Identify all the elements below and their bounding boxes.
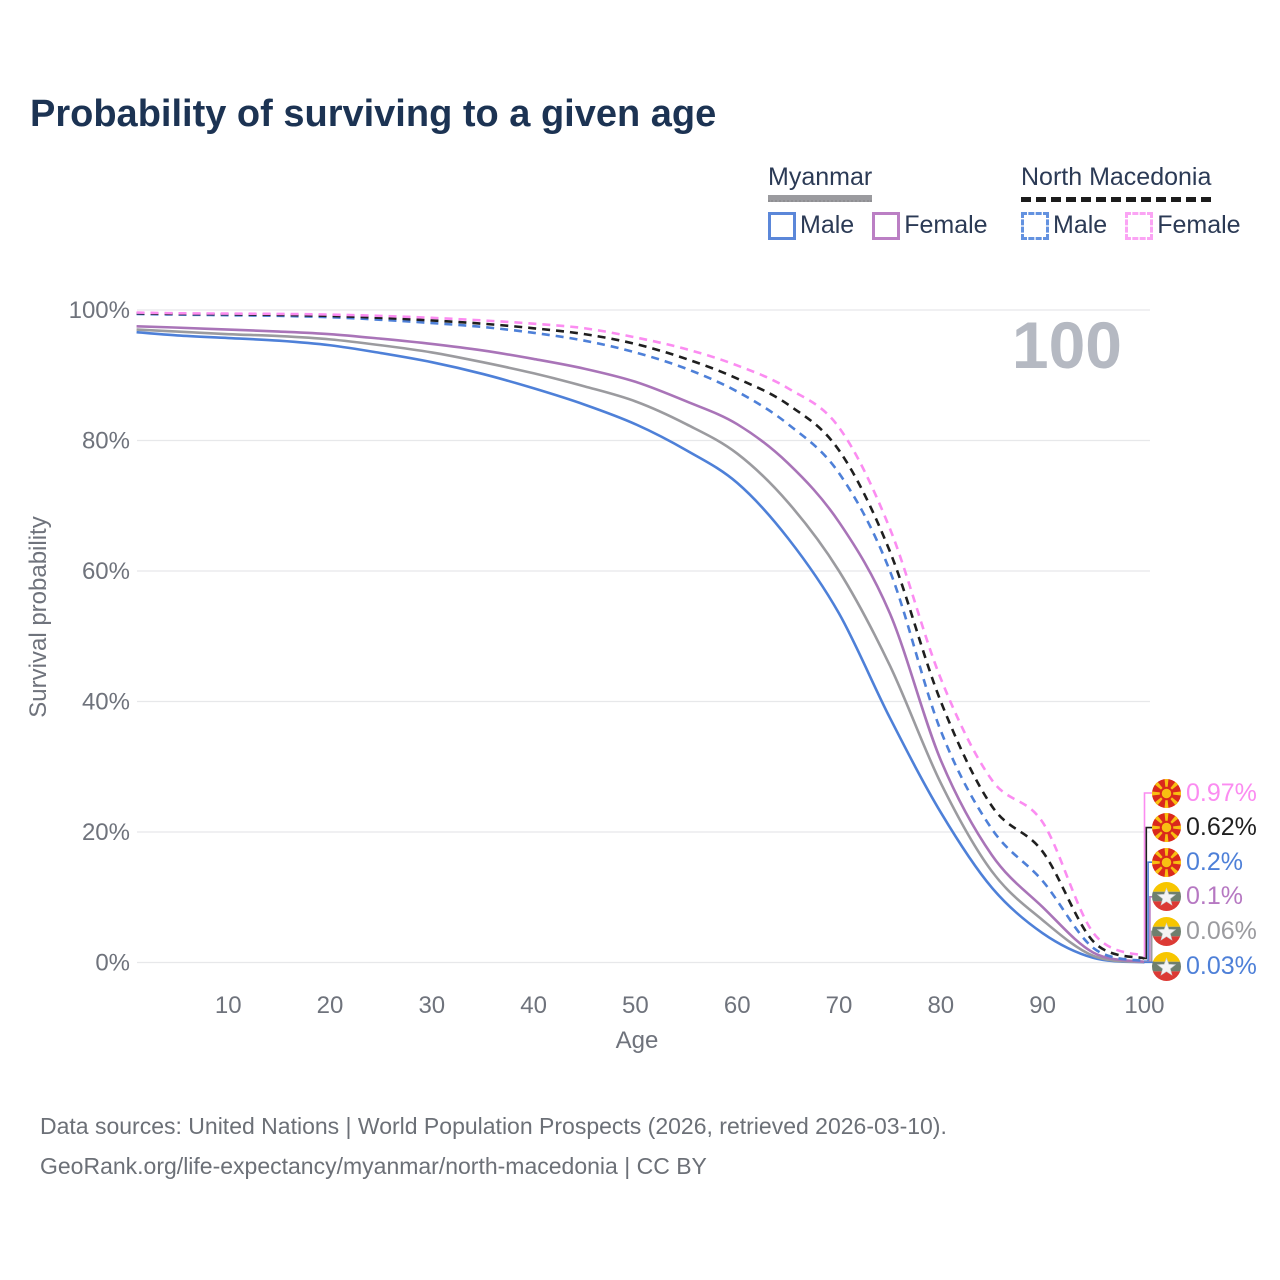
leader-line-myanmar-male [1144, 961, 1155, 967]
legend-item-label: Female [904, 211, 988, 239]
x-tick-label: 90 [1029, 992, 1056, 1019]
series-path-north-macedonia-male[interactable] [136, 312, 1145, 963]
y-tick-label: 20% [82, 819, 130, 846]
checkbox-icon [872, 211, 901, 240]
x-tick-label: 80 [927, 992, 954, 1019]
legend-country-label: North Macedonia [1021, 163, 1212, 191]
series-path-north-macedonia-female[interactable] [136, 311, 1145, 958]
series-path-north-macedonia[interactable] [136, 311, 1145, 960]
legend-item-label: Male [800, 211, 855, 239]
leader-line-north-macedonia [1144, 826, 1152, 960]
y-tick-label: 40% [82, 689, 130, 716]
legend-country-label: Myanmar [768, 163, 873, 191]
series-path-myanmar-female[interactable] [136, 325, 1145, 964]
gridlines [137, 309, 1150, 964]
legend-item-label: Male [1053, 211, 1108, 239]
legend-item-north-macedonia-male[interactable]: Male [1021, 211, 1107, 240]
y-axis-title: Survival probability [25, 516, 52, 717]
footer-attribution: GeoRank.org/life-expectancy/myanmar/nort… [40, 1153, 707, 1179]
legend-item-myanmar-female[interactable]: Female [872, 211, 988, 240]
leader-lines [1143, 792, 1155, 967]
legend-item-myanmar-male[interactable]: Male [768, 211, 854, 240]
x-tick-label: 20 [317, 992, 344, 1019]
checkbox-icon [1125, 211, 1154, 240]
y-tick-label: 60% [82, 558, 130, 585]
checkbox-icon [1021, 211, 1049, 240]
x-tick-label: 30 [418, 992, 445, 1019]
legend-country-myanmar[interactable]: Myanmar [768, 163, 873, 202]
legend-group-north-macedonia: North Macedonia Male Female [1021, 163, 1241, 240]
series-path-myanmar-male[interactable] [136, 330, 1145, 964]
legend-item-label: Female [1157, 211, 1241, 239]
x-tick-label: 50 [622, 992, 649, 1019]
page-title: Probability of surviving to a given age [30, 93, 717, 135]
north-macedonia-line-style-swatch [1021, 197, 1212, 202]
myanmar-line-style-swatch [768, 195, 873, 202]
y-tick-label: 0% [95, 950, 130, 977]
footer: Data sources: United Nations | World Pop… [40, 1106, 947, 1186]
x-tick-label: 60 [724, 992, 751, 1019]
legend-item-north-macedonia-female[interactable]: Female [1125, 211, 1241, 240]
x-tick-label: 70 [826, 992, 853, 1019]
x-tick-label: 100 [1124, 992, 1164, 1019]
y-tick-label: 100% [69, 297, 130, 324]
legend-country-north-macedonia[interactable]: North Macedonia [1021, 163, 1212, 202]
series-path-myanmar[interactable] [136, 328, 1145, 964]
y-tick-label: 80% [82, 428, 130, 455]
leader-line-north-macedonia-female [1143, 792, 1152, 957]
x-tick-label: 10 [215, 992, 242, 1019]
age-marker-watermark: 100 [1012, 308, 1122, 382]
footer-data-sources: Data sources: United Nations | World Pop… [40, 1113, 947, 1139]
legend-group-myanmar: Myanmar Male Female [768, 163, 988, 240]
x-tick-label: 40 [520, 992, 547, 1019]
checkbox-icon [768, 211, 796, 240]
x-axis-title: Age [616, 1027, 659, 1054]
